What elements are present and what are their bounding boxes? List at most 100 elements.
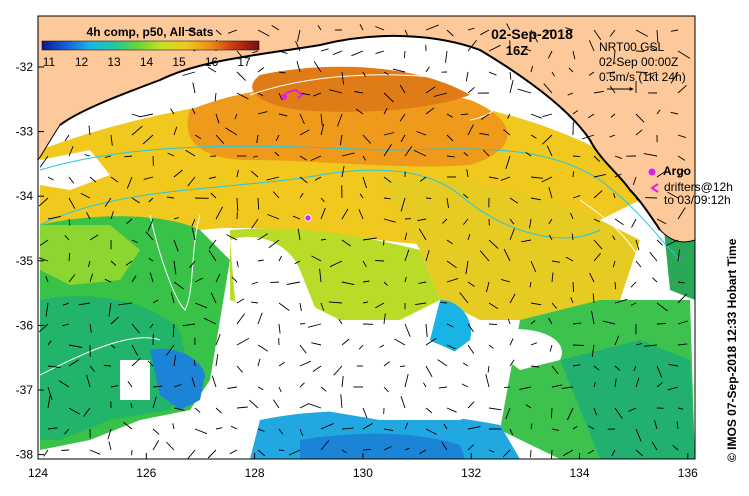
current-vector (593, 173, 606, 178)
current-vector (215, 333, 221, 346)
current-vector (487, 365, 490, 373)
y-tick-label: -38 (16, 448, 34, 462)
current-vector (656, 109, 661, 115)
current-vector (676, 421, 679, 430)
current-vector (131, 239, 138, 243)
current-vector (443, 423, 448, 430)
current-vector (677, 155, 686, 161)
current-vector (656, 323, 666, 325)
current-vector (125, 260, 133, 266)
current-vector (425, 250, 430, 262)
current-vector (568, 67, 574, 73)
current-vector (423, 382, 427, 388)
current-vector (104, 155, 112, 158)
current-vector (362, 448, 372, 451)
current-vector (362, 237, 377, 241)
current-vector (509, 228, 515, 241)
colorbar-ticks: 11 12 13 14 15 16 17 (43, 55, 251, 69)
current-vector (530, 113, 542, 119)
y-axis: -32 -33 -34 -35 -36 -37 -38 (16, 60, 44, 462)
current-vector (419, 176, 427, 182)
current-vector (530, 342, 538, 346)
current-vector (148, 257, 154, 262)
current-vector (320, 440, 330, 451)
current-vector (461, 383, 469, 388)
current-vector (375, 302, 385, 309)
current-vector (572, 155, 581, 158)
current-vector (126, 218, 133, 225)
current-vector (572, 344, 585, 346)
current-vector (567, 92, 574, 96)
current-vector (462, 362, 469, 367)
current-vector (635, 197, 642, 205)
current-vector (606, 71, 616, 74)
isobath-lines (39, 145, 681, 261)
current-vector (551, 384, 563, 388)
current-vector (485, 373, 490, 388)
current-vector (467, 323, 474, 333)
y-tick-label: -37 (16, 383, 34, 397)
current-vector (485, 281, 490, 293)
current-vector (418, 281, 427, 284)
current-vector (425, 66, 430, 73)
current-vector (257, 233, 268, 241)
current-vector (68, 407, 80, 415)
current-vector (593, 407, 598, 416)
current-vector (295, 41, 301, 52)
current-vector (292, 215, 301, 220)
land-contour (279, 62, 491, 91)
current-vector (465, 260, 469, 275)
current-vector (208, 249, 217, 262)
current-vector (562, 449, 574, 457)
current-vector (131, 113, 141, 118)
current-vector (299, 192, 304, 199)
current-vector (182, 71, 196, 76)
current-vector (460, 113, 469, 116)
current-vector (170, 292, 175, 304)
current-vector (488, 71, 497, 76)
current-vector (184, 29, 196, 32)
current-vector (152, 440, 160, 451)
current-vector (571, 233, 574, 241)
current-vector (89, 449, 101, 455)
current-vector (68, 252, 71, 262)
current-vector (525, 404, 532, 409)
current-vector (64, 134, 70, 142)
y-tick-label: -36 (16, 318, 34, 332)
colorbar-tick-label: 16 (205, 55, 219, 69)
current-vector (383, 239, 385, 246)
current-vector (488, 344, 494, 349)
current-vector (319, 268, 322, 283)
current-vector (104, 278, 112, 283)
current-vector (465, 71, 469, 82)
current-vector (541, 176, 553, 183)
current-vector (446, 277, 459, 283)
current-vector (677, 293, 687, 304)
current-vector (47, 386, 53, 400)
current-vector (545, 29, 553, 33)
current-vector (173, 169, 183, 178)
current-vector (257, 67, 265, 73)
current-vector (272, 191, 280, 199)
current-vector (215, 407, 222, 414)
current-vector (677, 84, 687, 94)
current-vector (299, 428, 304, 437)
current-vector (84, 154, 91, 157)
current-vector (251, 281, 259, 285)
current-vector (635, 29, 648, 37)
current-vector (467, 344, 475, 354)
current-vector (299, 129, 310, 136)
current-vector (656, 170, 667, 178)
current-vector (383, 144, 392, 157)
current-vector (251, 170, 259, 178)
current-vector (329, 89, 343, 94)
current-vector (278, 386, 282, 393)
current-vector (165, 441, 175, 451)
current-vector (509, 338, 514, 346)
current-vector (173, 407, 185, 411)
current-vector (191, 377, 196, 388)
current-vector (329, 260, 343, 268)
current-vector (667, 386, 679, 391)
current-vector (488, 302, 499, 310)
current-source: NRT00 GSL (599, 40, 664, 54)
